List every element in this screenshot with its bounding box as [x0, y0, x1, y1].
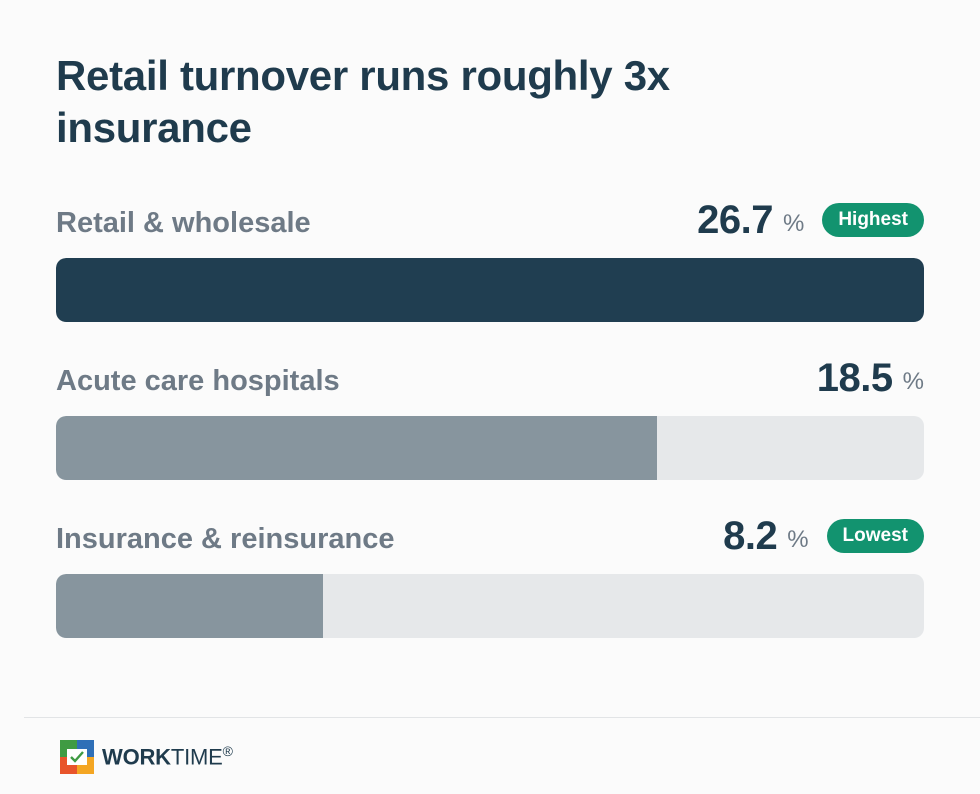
bar [56, 258, 924, 322]
unit-label: % [787, 526, 809, 553]
bar-track [56, 574, 924, 638]
rank-badge: Highest [822, 203, 924, 237]
unit-label: % [902, 368, 924, 395]
value-label: 26.7 [697, 197, 773, 242]
bar-rows: Retail & wholesale 26.7% Highest Acute care… [56, 196, 924, 670]
chart-title: Retail turnover runs roughly 3x insuranc… [56, 52, 670, 151]
footer-divider [24, 717, 980, 718]
bar-row: Acute care hospitals 18.5% [56, 354, 924, 512]
bar [56, 416, 658, 480]
bar [56, 574, 323, 638]
bar-row: Retail & wholesale 26.7% Highest [56, 196, 924, 354]
brand-logo: WORKTIME® [60, 740, 233, 774]
value-label: 8.2 [723, 513, 778, 558]
category-label: Acute care hospitals [56, 365, 340, 397]
category-label: Retail & wholesale [56, 207, 311, 239]
value-label: 18.5 [816, 355, 893, 400]
bar-track [56, 416, 924, 480]
worktime-logo-icon [60, 740, 94, 774]
bar-row: Insurance & reinsurance 8.2% Lowest [56, 512, 924, 670]
bar-track [56, 258, 924, 322]
brand-wordmark: WORKTIME® [102, 743, 233, 770]
unit-label: % [782, 210, 805, 237]
category-label: Insurance & reinsurance [56, 523, 395, 555]
rank-badge: Lowest [826, 519, 924, 553]
